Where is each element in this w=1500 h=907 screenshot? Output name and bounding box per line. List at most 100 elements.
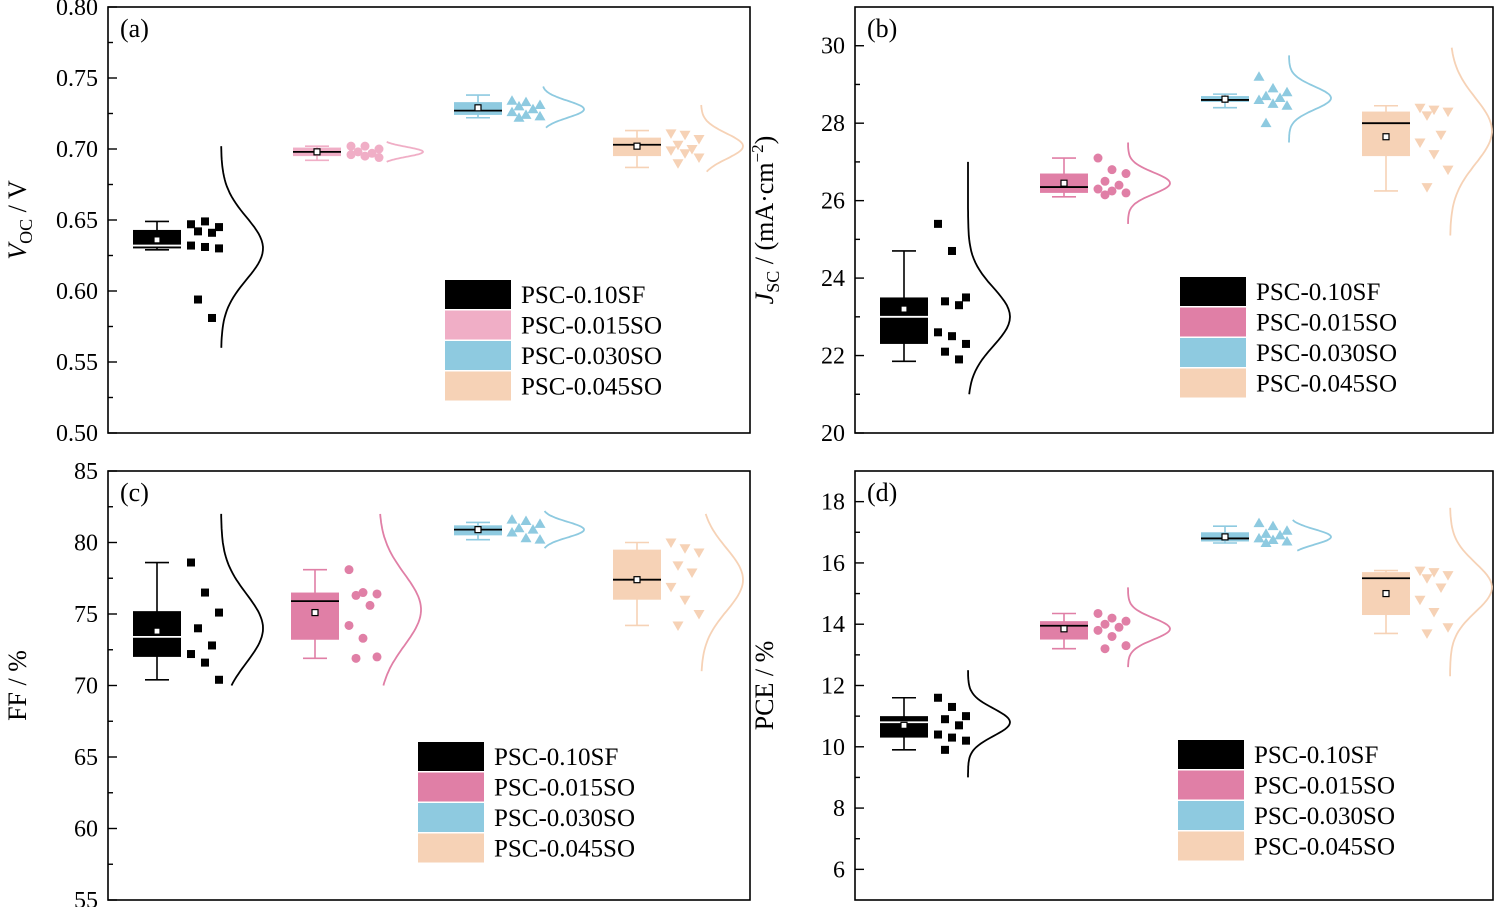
data-point bbox=[1281, 86, 1293, 97]
y-tick-label: 0.70 bbox=[56, 137, 98, 163]
data-point bbox=[1414, 566, 1426, 577]
distribution-curve bbox=[542, 86, 585, 129]
data-point bbox=[215, 223, 223, 232]
data-point bbox=[1107, 186, 1117, 196]
legend-swatch bbox=[1180, 368, 1246, 398]
legend-entry: PSC-0.045SO bbox=[1256, 371, 1397, 398]
distribution-curve bbox=[1127, 587, 1171, 668]
panel-label: (c) bbox=[120, 478, 149, 507]
data-point bbox=[1100, 190, 1110, 200]
series-PSC-0.030SO bbox=[454, 510, 585, 549]
y-tick-label: 0.75 bbox=[56, 66, 98, 92]
y-tick-label: 20 bbox=[821, 421, 845, 447]
data-point bbox=[1107, 613, 1117, 623]
data-point bbox=[1121, 188, 1131, 198]
data-point bbox=[215, 675, 223, 684]
series-PSC-0.030SO bbox=[1201, 517, 1332, 552]
legend: PSC-0.10SF PSC-0.015SO PSC-0.030SO PSC-0.04… bbox=[418, 742, 635, 863]
panel-c: 55 60 65 70 75 80 85 FF / % (c) PSC-0.10SF PSC-0.0… bbox=[3, 459, 751, 907]
data-point bbox=[506, 95, 518, 105]
panel-a: 0.50 0.55 0.60 0.65 0.70 0.75 0.80 VOC / V (a) PS… bbox=[3, 0, 751, 447]
data-point bbox=[520, 96, 532, 107]
mean-marker bbox=[311, 608, 319, 617]
data-point bbox=[1428, 150, 1440, 160]
data-point bbox=[941, 745, 949, 754]
box bbox=[880, 297, 928, 344]
data-point bbox=[1421, 574, 1433, 584]
data-point bbox=[527, 103, 539, 114]
distribution-curve bbox=[967, 161, 1011, 395]
data-point bbox=[665, 538, 677, 548]
plot-frame bbox=[854, 470, 1494, 901]
data-point bbox=[1428, 607, 1440, 618]
mean-marker bbox=[633, 142, 641, 150]
data-point bbox=[187, 241, 195, 250]
legend-entry: PSC-0.015SO bbox=[1256, 310, 1397, 337]
data-point bbox=[513, 100, 525, 111]
data-point bbox=[1267, 534, 1279, 544]
data-point bbox=[1435, 130, 1447, 141]
data-point bbox=[344, 620, 354, 630]
y-tick-label: 8 bbox=[833, 796, 845, 822]
legend-swatch bbox=[1180, 307, 1246, 337]
panel-label: (b) bbox=[867, 14, 897, 43]
data-point bbox=[686, 568, 698, 579]
mean-marker bbox=[633, 576, 641, 584]
legend-swatch bbox=[1180, 338, 1246, 367]
data-point bbox=[1100, 644, 1110, 654]
y-tick-label: 85 bbox=[74, 459, 98, 485]
data-point bbox=[360, 151, 370, 161]
distribution-curve bbox=[386, 141, 424, 163]
mean-marker bbox=[1221, 533, 1229, 541]
distribution-curve bbox=[700, 513, 744, 672]
data-point bbox=[941, 347, 949, 356]
data-point bbox=[672, 140, 684, 151]
data-point bbox=[1093, 153, 1103, 163]
panel-d: 6 8 10 12 14 16 18 PCE / % (d) PSC-0.10SF PSC-0.01… bbox=[750, 470, 1494, 901]
data-point bbox=[194, 227, 202, 236]
series-PSC-0.045SO bbox=[613, 104, 744, 173]
legend-entry: PSC-0.045SO bbox=[494, 836, 635, 863]
data-point bbox=[201, 217, 209, 226]
data-point bbox=[1414, 138, 1426, 149]
y-tick-label: 55 bbox=[74, 888, 98, 907]
data-point bbox=[372, 652, 382, 662]
mean-marker bbox=[1221, 95, 1229, 103]
series-PSC-0.10SF bbox=[133, 513, 264, 686]
legend: PSC-0.10SF PSC-0.015SO PSC-0.030SO PSC-0.04… bbox=[445, 280, 662, 401]
distribution-curve bbox=[220, 146, 264, 348]
data-point bbox=[948, 332, 956, 341]
data-point bbox=[1121, 641, 1131, 651]
legend-entry: PSC-0.10SF bbox=[494, 744, 618, 771]
data-point bbox=[351, 590, 361, 600]
data-point bbox=[520, 532, 532, 543]
data-point bbox=[1260, 117, 1272, 128]
legend: PSC-0.10SF PSC-0.015SO PSC-0.030SO PSC-0.04… bbox=[1178, 740, 1395, 861]
mean-marker bbox=[1382, 589, 1390, 598]
panel-b: 20 22 24 26 28 30 JSC / (mA·cm−2) (b) PSC-0.10SF… bbox=[748, 6, 1494, 447]
legend-entry: PSC-0.030SO bbox=[1256, 340, 1397, 367]
mean-marker bbox=[474, 104, 482, 112]
data-point bbox=[679, 595, 691, 606]
legend-entry: PSC-0.045SO bbox=[1254, 834, 1395, 861]
data-point bbox=[534, 534, 546, 544]
data-point bbox=[941, 715, 949, 724]
legend-swatch bbox=[1180, 277, 1246, 306]
data-point bbox=[1253, 517, 1265, 528]
data-point bbox=[948, 702, 956, 711]
y-tick-label: 65 bbox=[74, 745, 98, 771]
data-point bbox=[1428, 105, 1440, 116]
data-point bbox=[1107, 165, 1117, 175]
data-point bbox=[208, 313, 216, 322]
data-point bbox=[1442, 107, 1454, 118]
data-point bbox=[1274, 529, 1286, 540]
data-point bbox=[520, 515, 532, 526]
data-point bbox=[527, 524, 539, 534]
data-point bbox=[1414, 103, 1426, 114]
data-point bbox=[955, 355, 963, 364]
mean-marker bbox=[153, 627, 161, 635]
data-point bbox=[941, 297, 949, 306]
y-tick-label: 12 bbox=[821, 674, 845, 700]
mean-marker bbox=[474, 526, 482, 534]
